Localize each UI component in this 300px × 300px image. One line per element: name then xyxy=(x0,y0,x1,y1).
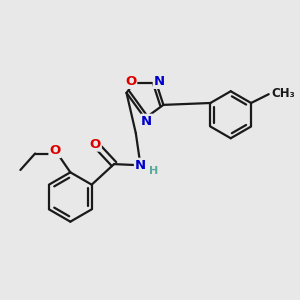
Text: N: N xyxy=(141,115,152,128)
Text: O: O xyxy=(90,138,101,151)
Text: O: O xyxy=(125,75,136,88)
Text: N: N xyxy=(154,75,165,88)
Text: H: H xyxy=(149,166,158,176)
Text: N: N xyxy=(135,159,146,172)
Text: CH₃: CH₃ xyxy=(271,86,295,100)
Text: O: O xyxy=(50,144,61,157)
